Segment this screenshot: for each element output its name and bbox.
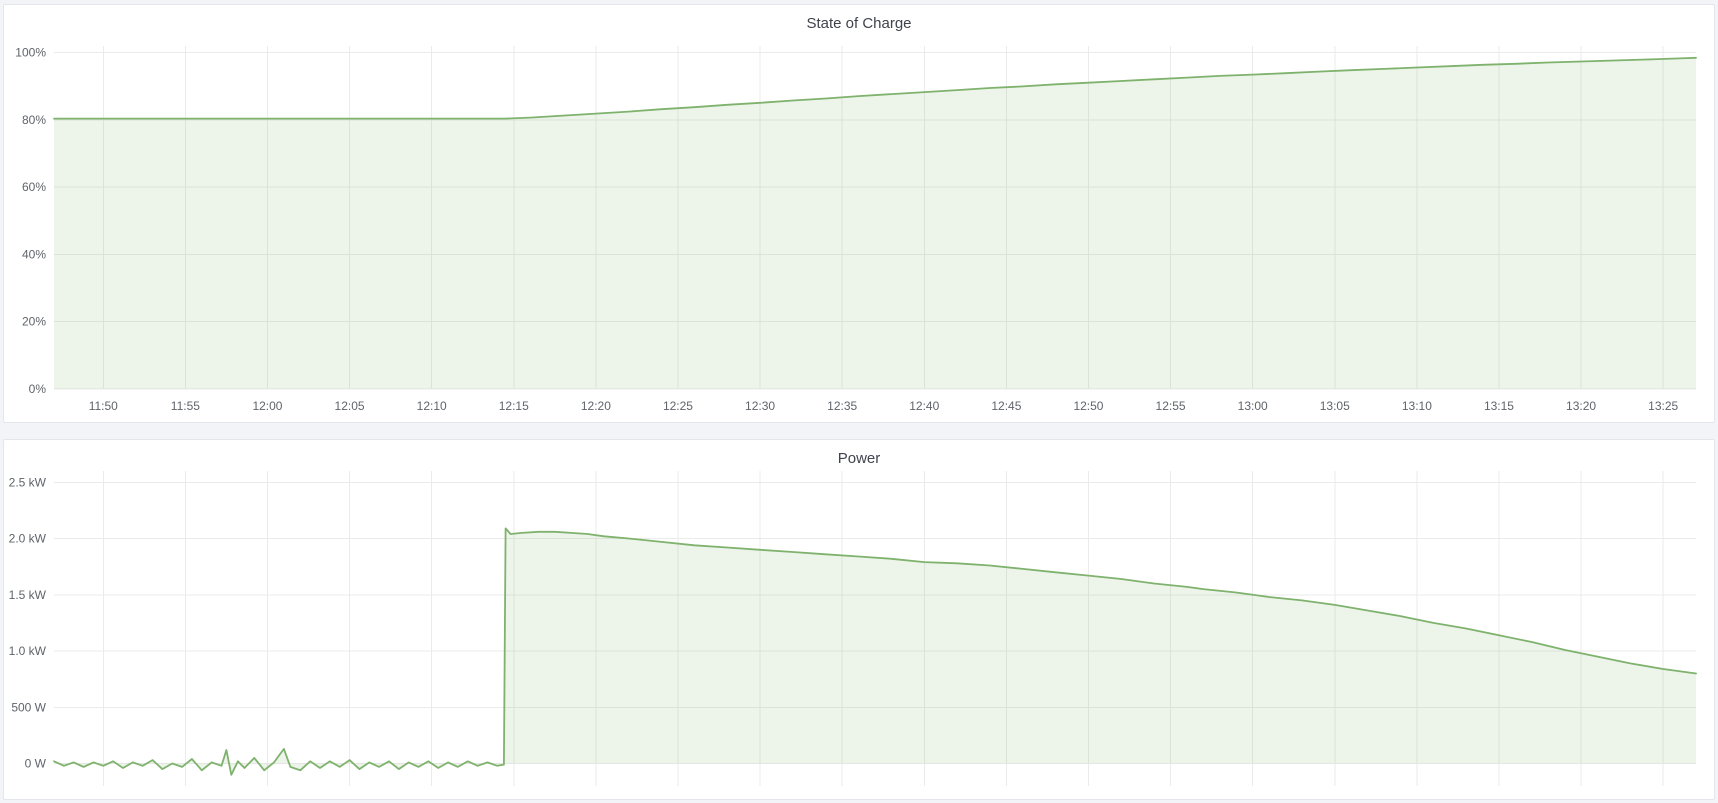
x-tick-label: 12:35 xyxy=(827,399,857,413)
x-tick-label: 13:15 xyxy=(1484,399,1514,413)
x-tick-label: 12:45 xyxy=(991,399,1021,413)
x-tick-label: 13:00 xyxy=(1238,399,1268,413)
x-tick-label: 11:55 xyxy=(171,399,200,413)
panel-title-power[interactable]: Power xyxy=(837,450,881,467)
y-tick-label: 100% xyxy=(15,46,46,60)
y-tick-label: 40% xyxy=(22,247,46,261)
power-chart-canvas[interactable]: 0 W 500 W 1.0 kW 1.5 kW 2.0 kW 2.5 kW xyxy=(4,440,1714,799)
x-tick-label: 12:40 xyxy=(909,399,939,413)
x-tick-label: 12:30 xyxy=(745,399,775,413)
series-area xyxy=(54,528,1696,775)
y-tick-label: 500 W xyxy=(11,700,46,714)
panel-title-state-of-charge[interactable]: State of Charge xyxy=(806,15,912,32)
y-tick-label: 20% xyxy=(22,315,46,329)
x-tick-label: 13:05 xyxy=(1320,399,1350,413)
y-tick-label: 1.0 kW xyxy=(9,644,47,658)
x-tick-label: 12:00 xyxy=(252,399,282,413)
y-tick-label: 0 W xyxy=(25,757,47,771)
y-tick-label: 80% xyxy=(22,113,46,127)
y-tick-label: 60% xyxy=(22,180,46,194)
x-tick-label: 13:25 xyxy=(1648,399,1678,413)
x-tick-label: 13:20 xyxy=(1566,399,1596,413)
series-line xyxy=(53,527,1697,776)
x-tick-label: 12:20 xyxy=(581,399,611,413)
x-tick-label: 13:10 xyxy=(1402,399,1432,413)
x-tick-label: 12:55 xyxy=(1156,399,1186,413)
x-tick-label: 12:05 xyxy=(335,399,365,413)
series-line xyxy=(53,56,1697,120)
y-tick-label: 2.5 kW xyxy=(9,475,47,489)
soc-chart-canvas[interactable]: 0% 20% 40% 60% 80% 100% 11:50 11:55 12:00 12:05 12… xyxy=(4,5,1714,422)
x-tick-label: 12:25 xyxy=(663,399,693,413)
x-tick-label: 11:50 xyxy=(89,399,118,413)
y-tick-label: 2.0 kW xyxy=(9,532,47,546)
panel-power: 0 W 500 W 1.0 kW 1.5 kW 2.0 kW 2.5 kW Power xyxy=(3,439,1715,800)
x-tick-label: 12:50 xyxy=(1073,399,1103,413)
panel-state-of-charge: 0% 20% 40% 60% 80% 100% 11:50 11:55 12:00 12:05 12… xyxy=(3,4,1715,423)
y-tick-label: 1.5 kW xyxy=(9,588,47,602)
y-tick-label: 0% xyxy=(29,382,47,396)
x-tick-label: 12:15 xyxy=(499,399,529,413)
series-area xyxy=(54,57,1696,390)
x-tick-label: 12:10 xyxy=(417,399,447,413)
